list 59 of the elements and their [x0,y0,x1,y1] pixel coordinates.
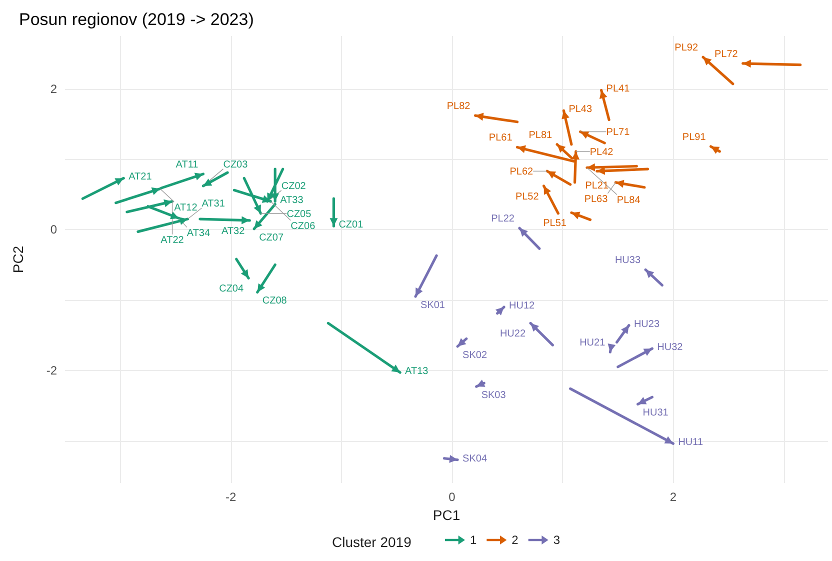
annotation: PL91 [682,132,706,144]
annotation: PL81 [528,130,553,141]
annotation: AT13 [405,366,429,377]
annotation: PL41 [606,84,630,95]
annotation: AT33 [280,194,304,206]
annotation: PL61 [488,132,513,144]
legend-label: 3 [553,533,560,547]
annotation: PL71 [606,127,630,138]
chart-title: Posun regionov (2019 -> 2023) [19,10,254,29]
annotation: AT31 [202,198,226,210]
x-axis-title: PC1 [432,506,460,523]
annotation: CZ06 [290,220,316,232]
annotation: SK03 [481,390,506,402]
annotation: PL52 [515,191,540,202]
annotation: AT21 [128,172,152,183]
x-tick-label: 2 [670,490,677,504]
annotation: AT12 [174,202,198,214]
annotation: PL21 [585,180,609,192]
annotation: HU31 [642,408,669,419]
y-tick-label: 2 [50,82,58,96]
annotation: SK04 [462,453,488,464]
annotation: HU33 [614,255,641,266]
annotation: PL92 [674,42,698,54]
annotation: HU21 [580,338,606,349]
annotation: SK02 [462,350,488,361]
annotation: PL62 [510,166,534,178]
annotation: AT11 [176,159,199,170]
annotation: CZ02 [281,180,306,192]
annotation: PL84 [616,195,641,206]
x-tick-label: -2 [226,490,237,504]
annotation: PL72 [714,48,738,60]
annotation: PL82 [446,101,471,112]
annotation: HU11 [678,437,704,448]
annotation: CZ08 [262,296,288,307]
annotation: HU23 [634,318,660,330]
legend-label: 1 [470,533,477,547]
annotation: HU12 [509,300,536,312]
annotation: CZ01 [338,220,364,231]
annotation: HU32 [657,342,684,354]
annotation: AT32 [221,226,246,237]
y-tick-label: 0 [50,222,58,237]
annotation: SK01 [420,300,446,311]
annotation: PL51 [543,218,567,230]
annotation: CZ04 [219,284,244,295]
y-tick-label: -2 [46,363,58,378]
annotation: CZ07 [259,232,284,244]
annotation: AT34 [186,228,210,239]
annotation: PL63 [584,194,608,205]
annotation: CZ03 [223,159,248,170]
annotation: AT22 [160,234,184,246]
x-tick-label: 0 [448,490,456,504]
annotation: CZ05 [286,208,312,220]
annotation: PL22 [491,214,515,225]
annotation: PL43 [568,104,593,116]
annotation: PL42 [590,146,614,158]
legend-label: 2 [512,533,519,547]
annotation: HU22 [500,328,526,340]
y-axis-title: PC2 [10,246,26,274]
legend-title: Cluster 2019 [332,534,412,550]
